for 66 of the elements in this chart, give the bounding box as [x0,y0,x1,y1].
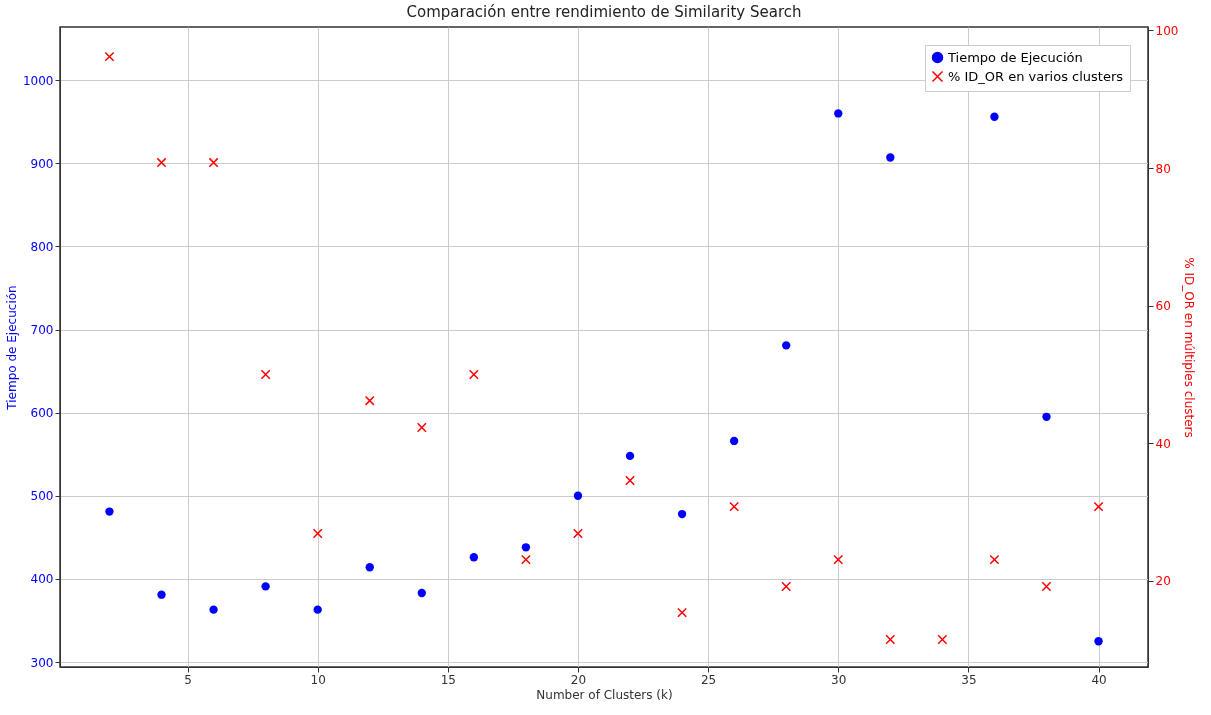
point [625,451,635,461]
point [677,509,687,519]
point [1093,501,1104,512]
point [573,491,583,500]
point [416,422,427,433]
y2-tick-label: 40 [1155,436,1171,451]
x-tick-label: 5 [184,672,192,687]
y2-tick-label: 60 [1155,299,1171,314]
point [365,563,374,572]
point [729,501,740,512]
point [573,528,583,539]
y-tick-label: 500 [30,489,54,504]
y2-tick-label: 20 [1155,574,1171,589]
point [989,554,1000,565]
point [313,605,322,614]
point [625,475,635,486]
x-tick-label: 10 [310,672,326,687]
point [469,553,479,562]
chart-title: Comparación entre rendimiento de Similarity Search [406,3,802,22]
point [677,607,688,618]
y-tick-label: 1000 [22,73,54,88]
point [885,634,896,645]
y-axis-title: Tiempo de Ejecución [4,285,19,411]
point [104,51,115,62]
point [937,634,948,645]
point [364,395,375,406]
point [781,581,792,592]
point [1094,637,1103,646]
point [886,153,895,162]
y-tick-label: 600 [30,406,54,421]
point [990,112,999,121]
x-tick-label: 20 [570,672,587,687]
point [260,369,271,380]
x-tick-label: 30 [831,672,847,687]
x-tick-label: 15 [440,672,456,687]
point [833,554,844,565]
legend-label: Tiempo de Ejecución [947,49,1083,65]
y2-tick-label: 100 [1155,23,1179,38]
point [312,528,323,539]
point [208,157,219,168]
y-tick-label: 800 [30,239,54,254]
point [105,507,114,516]
point [729,436,739,446]
x-tick-label: 40 [1091,672,1107,687]
x-axis-title: Number of Clusters (k) [536,687,673,702]
x-tick-label: 35 [961,672,977,687]
x-tick-label: 25 [700,672,717,687]
point [261,582,270,591]
y-tick-label: 900 [30,156,54,171]
y2-axis-title: % ID_OR en múltiples clusters [1182,257,1197,438]
point [521,543,531,552]
point [157,590,166,599]
point [834,109,843,118]
legend-label: % ID_OR en varios clusters [948,68,1124,84]
y-tick-label: 400 [30,572,54,587]
point [468,369,479,380]
point [520,554,531,565]
point [1041,581,1052,592]
point [782,341,791,350]
point [156,157,167,168]
y2-tick-label: 80 [1155,161,1171,176]
y-tick-label: 700 [30,323,54,338]
y-tick-label: 300 [30,655,54,670]
point [1042,412,1051,421]
point [417,588,426,598]
point [209,605,218,614]
